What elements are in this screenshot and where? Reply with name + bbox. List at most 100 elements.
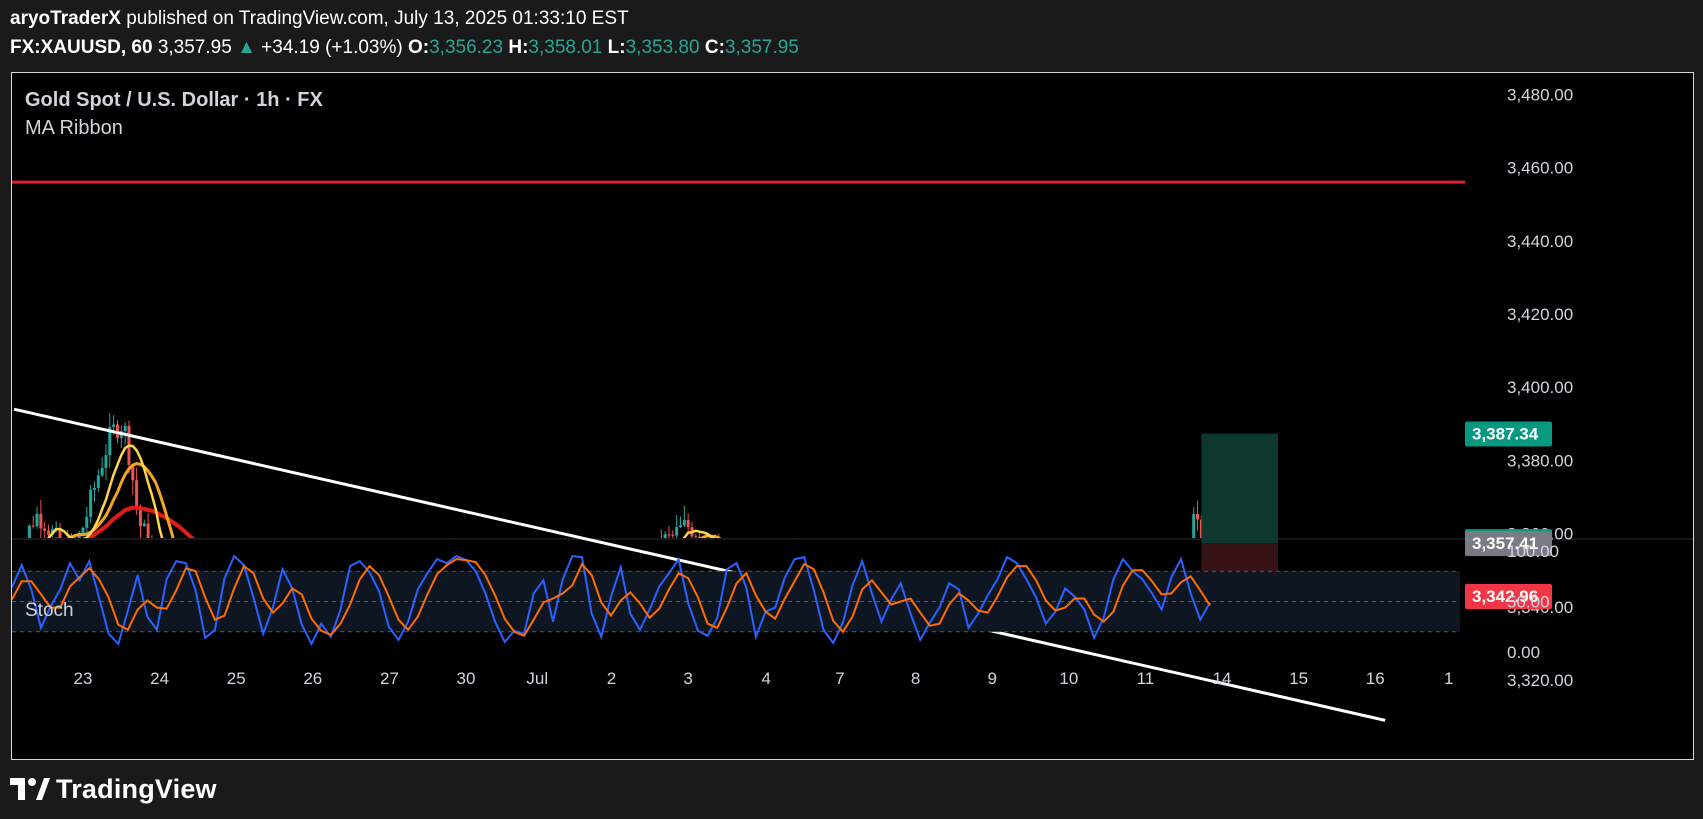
time-tick-label: 1 xyxy=(1444,669,1453,688)
candle-body xyxy=(893,713,896,723)
time-tick-label: 7 xyxy=(835,669,844,688)
candle-body xyxy=(678,525,682,528)
chart-panel[interactable]: 3,480.00 3,460.00 3,440.00 3,420.00 3,400.00… xyxy=(11,72,1694,760)
candle-body xyxy=(710,548,713,551)
time-tick-label: Jul xyxy=(526,669,548,688)
time-tick-label: 16 xyxy=(1366,669,1385,688)
candle-body xyxy=(181,656,184,663)
candle-body xyxy=(974,640,977,654)
ma-ribbon-legend[interactable]: MA Ribbon xyxy=(25,117,123,139)
candle-body xyxy=(1028,729,1031,731)
candle-body xyxy=(112,424,116,427)
candle-body xyxy=(1012,733,1015,736)
close-value: 3,357.95 xyxy=(724,37,799,58)
candle-body xyxy=(273,650,276,661)
candle-body xyxy=(1081,670,1084,678)
price-badge xyxy=(1465,531,1552,557)
high-label: H: xyxy=(508,37,529,58)
candle-body xyxy=(905,658,908,661)
footer-brand[interactable]: TradingView xyxy=(10,774,217,805)
candle-body xyxy=(250,668,253,684)
candle-body xyxy=(216,740,219,755)
candle-body xyxy=(660,542,663,549)
chart-canvas[interactable]: 3,480.00 3,460.00 3,440.00 3,420.00 3,400.00… xyxy=(11,73,1693,759)
candle-body xyxy=(399,725,402,745)
candle-body xyxy=(886,722,889,723)
low-value: 3,353.80 xyxy=(625,37,700,58)
candle-body xyxy=(131,464,135,481)
candle-body xyxy=(403,745,406,751)
price-tick-label: 3,400.00 xyxy=(1507,378,1573,397)
price-badge xyxy=(1465,584,1552,610)
time-tick-label: 14 xyxy=(1213,669,1232,688)
candle-body xyxy=(357,654,360,666)
candle-body xyxy=(1047,740,1050,741)
candle-body xyxy=(396,718,399,725)
candle-body xyxy=(304,647,307,655)
candle-body xyxy=(1050,733,1053,740)
candle-body xyxy=(1024,731,1027,742)
candle-body xyxy=(1073,695,1076,700)
candle-body xyxy=(58,527,62,538)
candle-body xyxy=(1066,691,1069,697)
candle-body xyxy=(411,756,414,759)
candle-body xyxy=(227,722,230,732)
candle-body xyxy=(31,525,35,527)
candle-body xyxy=(104,455,108,468)
candle-body xyxy=(694,536,698,538)
candle-body xyxy=(982,673,985,706)
change-up-icon: ▲ xyxy=(237,37,256,58)
candle-body xyxy=(292,653,295,662)
candle-body xyxy=(985,706,988,737)
candle-body xyxy=(135,480,139,507)
time-tick-label: 4 xyxy=(762,669,771,688)
author-name[interactable]: aryoTraderX xyxy=(10,8,121,29)
candle-body xyxy=(323,634,326,639)
candle-body xyxy=(510,718,513,728)
candle-body xyxy=(970,633,973,641)
candle-body xyxy=(85,516,89,528)
candle-body xyxy=(675,527,679,536)
candle-body xyxy=(1016,733,1019,747)
candle-body xyxy=(1008,736,1011,740)
candle-body xyxy=(1127,679,1130,697)
candle-body xyxy=(189,691,192,700)
candle-body xyxy=(1058,690,1061,710)
candle-body xyxy=(878,715,881,717)
candle-body xyxy=(319,638,322,641)
candle-body xyxy=(1070,695,1073,697)
target-zone xyxy=(1201,433,1278,544)
candle-body xyxy=(204,724,207,747)
candle-body xyxy=(242,693,245,698)
candle-body xyxy=(966,633,969,634)
candle-body xyxy=(713,548,716,551)
candle-body xyxy=(682,520,686,526)
candle-body xyxy=(47,530,51,535)
low-label: L: xyxy=(607,37,626,58)
candle-body xyxy=(1031,729,1034,751)
price-badge xyxy=(1465,421,1552,447)
candle-body xyxy=(373,679,376,691)
symbol-summary: FX:XAUUSD, 60 3,357.95 ▲ +34.19 (+1.03%)… xyxy=(10,37,799,59)
price-tick-label: 3,440.00 xyxy=(1507,232,1573,251)
candle-body xyxy=(388,704,391,705)
stoch-legend[interactable]: Stoch xyxy=(25,600,74,621)
candle-body xyxy=(74,540,77,542)
candle-body xyxy=(284,651,287,668)
candle-body xyxy=(897,686,900,713)
candle-body xyxy=(1154,658,1157,666)
candle-body xyxy=(1039,733,1042,743)
tradingview-logo-icon xyxy=(10,777,50,800)
candle-body xyxy=(1119,673,1122,675)
candle-body xyxy=(1112,677,1115,678)
candle-body xyxy=(24,545,27,567)
candle-body xyxy=(262,649,265,673)
stoch-tick-label: 0.00 xyxy=(1507,643,1540,662)
candle-body xyxy=(514,709,517,718)
candle-body xyxy=(43,528,47,531)
candle-body xyxy=(1123,675,1126,698)
candle-body xyxy=(258,667,261,674)
time-tick-label: 11 xyxy=(1137,669,1155,688)
candle-body xyxy=(81,527,85,533)
stoch-tick-label: 50.00 xyxy=(1507,593,1550,612)
